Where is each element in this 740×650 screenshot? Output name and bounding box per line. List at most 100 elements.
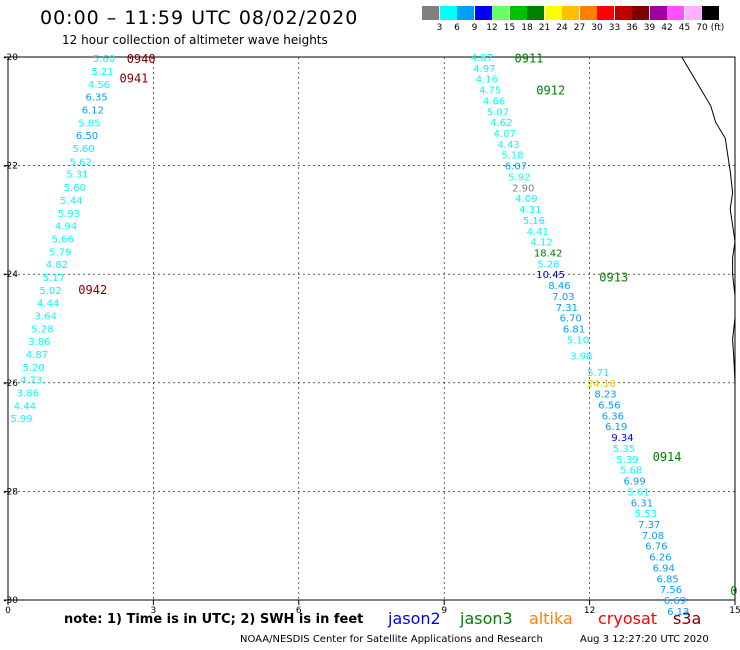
- wave-height-value: 6.07: [505, 162, 527, 173]
- wave-height-value: 4.82: [46, 260, 68, 271]
- wave-height-value: 5.21: [91, 67, 113, 78]
- wave-height-value: 24.16: [587, 379, 616, 390]
- legend-swatch: [544, 6, 562, 20]
- wave-height-value: 4.97: [473, 64, 495, 75]
- wave-height-value: 4.43: [498, 140, 520, 151]
- wave-height-value: 4.09: [515, 194, 537, 205]
- y-tick-label: -26: [3, 379, 18, 389]
- wave-height-value: 4.94: [55, 221, 77, 232]
- wave-height-value: 4.44: [14, 402, 36, 413]
- wave-height-value: 6.36: [602, 411, 624, 422]
- wave-height-value: 6.13: [667, 607, 689, 618]
- wave-height-value: 6.19: [605, 422, 627, 433]
- wave-height-value: 5.44: [60, 196, 82, 207]
- legend-swatch: [527, 6, 544, 20]
- legend-label: 18: [521, 23, 533, 33]
- wave-height-value: 4.66: [483, 96, 505, 107]
- wave-height-value: 6.94: [653, 563, 675, 574]
- wave-height-value: 4.41: [527, 227, 549, 238]
- wave-height-value: 5.53: [635, 509, 657, 520]
- wave-height-value: 8.46: [548, 281, 570, 292]
- legend-swatch: [649, 6, 667, 20]
- wave-height-value: 6.26: [649, 553, 671, 564]
- wave-height-value: 4.16: [476, 75, 498, 86]
- wave-height-value: 6.69: [664, 596, 686, 607]
- wave-height-value: 18.42: [534, 249, 563, 260]
- legend-label: 9: [471, 23, 478, 33]
- x-tick-label: 3: [151, 606, 157, 616]
- wave-height-value: 7.31: [556, 303, 578, 314]
- x-tick-label: 0: [5, 606, 11, 616]
- wave-height-value: 5.16: [523, 216, 545, 227]
- wave-height-value: 6.99: [624, 477, 646, 488]
- y-tick-label: -24: [3, 270, 18, 280]
- wave-height-value: 4.31: [519, 205, 541, 216]
- wave-height-value: 7.03: [552, 292, 574, 303]
- generated-timestamp: Aug 3 12:27:20 UTC 2020: [580, 634, 709, 645]
- wave-height-value: 3.98: [570, 352, 592, 363]
- legend-label: 27: [573, 23, 586, 33]
- wave-height-value: 5.07: [487, 107, 509, 118]
- legend-swatch: [439, 6, 457, 20]
- legend-label: 30: [591, 23, 603, 33]
- legend-label: 45: [678, 23, 691, 33]
- credit-line: NOAA/NESDIS Center for Satellite Applica…: [240, 634, 543, 645]
- legend-swatch: [562, 6, 579, 20]
- wave-height-value: 6.12: [82, 106, 104, 117]
- coastline: [681, 56, 736, 383]
- wave-height-value: 6.56: [598, 401, 620, 412]
- plot-frame: [7, 56, 736, 601]
- pass-number-label: 0: [730, 584, 737, 598]
- wave-height-value: 4.87: [26, 350, 48, 361]
- wave-height-value: 4.75: [479, 86, 501, 97]
- pass-number-label: 0941: [120, 72, 149, 86]
- wave-height-value: 5.39: [616, 455, 638, 466]
- wave-height-value: 5.61: [627, 487, 649, 498]
- wave-height-value: 4.07: [494, 129, 516, 140]
- legend-swatch: [684, 6, 702, 20]
- legend-swatch: [509, 6, 527, 20]
- wave-height-value: 5.10: [567, 335, 589, 346]
- legend-swatch: [492, 6, 509, 20]
- wave-height-value: 4.44: [37, 298, 59, 309]
- wave-height-value: 5.93: [58, 209, 80, 220]
- wave-height-value: 4.62: [490, 118, 512, 129]
- y-tick-label: -30: [3, 596, 18, 606]
- wave-height-value: 7.08: [642, 531, 664, 542]
- legend-swatch: [632, 6, 649, 20]
- legend-swatch: [667, 6, 684, 20]
- page-title: 00:00 – 11:59 UTC 08/02/2020: [40, 7, 359, 29]
- wave-height-value: 5.60: [64, 183, 86, 194]
- legend-label: 24: [556, 23, 568, 33]
- wave-height-value: 6.35: [86, 93, 108, 104]
- wave-height-value: 5.60: [93, 54, 115, 65]
- wave-height-value: 7.56: [660, 585, 682, 596]
- wave-height-value: 4.12: [531, 238, 553, 249]
- page-subtitle: 12 hour collection of altimeter wave hei…: [62, 33, 328, 47]
- x-tick-label: 9: [441, 606, 447, 616]
- satellite-label-cryosat: cryosat: [598, 609, 658, 628]
- wave-height-value: 10.45: [536, 270, 565, 281]
- wave-height-value: 5.79: [49, 247, 71, 258]
- legend-swatch: [597, 6, 614, 20]
- wave-height-value: 5.85: [78, 119, 100, 130]
- legend-label: 6: [454, 23, 460, 33]
- wave-height-value: 5.02: [40, 286, 62, 297]
- wave-height-value: 7.37: [638, 520, 660, 531]
- wave-height-value: 5.18: [501, 151, 523, 162]
- wave-height-value: 5.99: [10, 414, 32, 425]
- pass-number-label: 0914: [653, 450, 682, 464]
- footnote: note: 1) Time is in UTC; 2) SWH is in fe…: [64, 612, 364, 627]
- wave-height-value: 5.31: [66, 170, 88, 181]
- wave-height-value: 5.35: [613, 444, 635, 455]
- pass-number-label: 0911: [515, 52, 544, 66]
- legend-label: 15: [503, 23, 516, 33]
- wave-height-value: 3.86: [17, 389, 39, 400]
- x-tick-label: 12: [584, 606, 595, 616]
- legend-label: 3: [436, 23, 443, 33]
- wave-height-value: 5.17: [43, 273, 65, 284]
- legend-swatch: [457, 6, 474, 20]
- satellite-label-altika: altika: [529, 609, 573, 628]
- wave-height-value: 4.56: [88, 80, 110, 91]
